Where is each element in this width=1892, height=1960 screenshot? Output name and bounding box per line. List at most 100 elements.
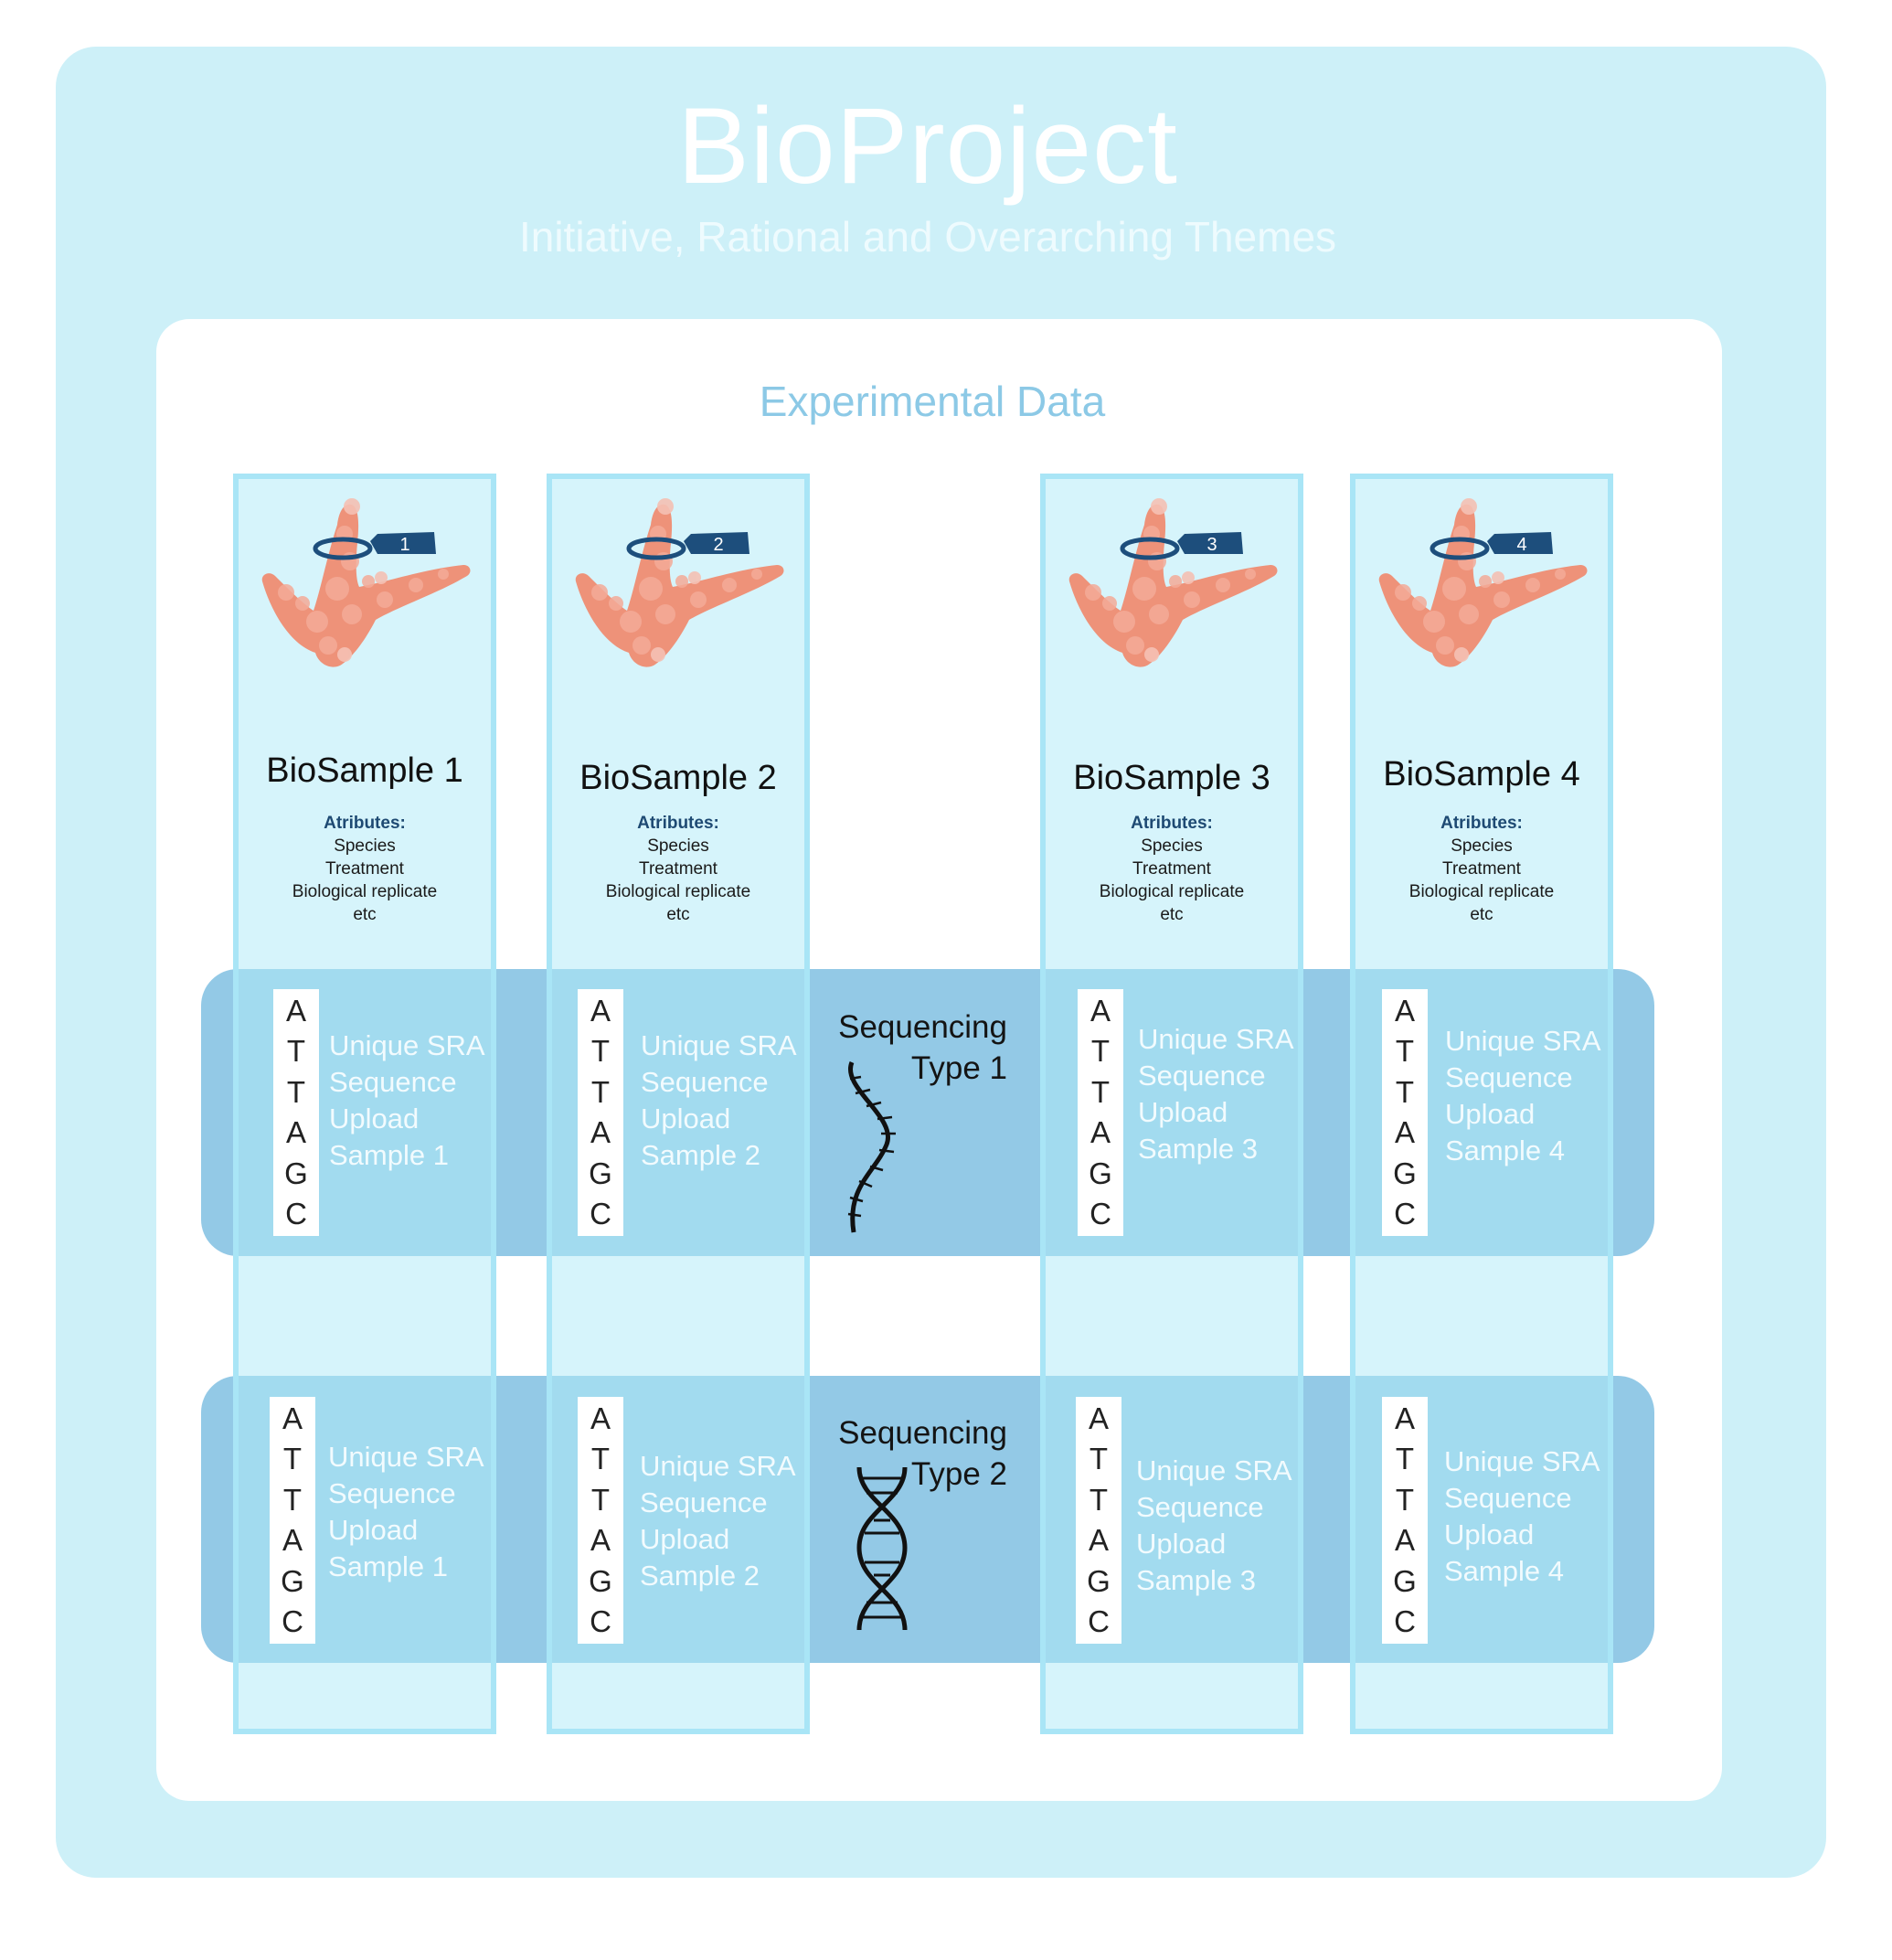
single-helix-icon <box>847 1061 896 1233</box>
nucleotide-letter: A <box>1394 994 1415 1028</box>
nucleotide-letter: G <box>589 1156 612 1190</box>
sra-upload-line: Sequence <box>329 1066 457 1098</box>
attributes-header: Atributes: <box>637 814 719 833</box>
nucleotide-letter: A <box>590 1401 611 1435</box>
nucleotide-letter: G <box>589 1563 612 1598</box>
sra-upload-line: Unique SRA <box>328 1441 484 1473</box>
attribute-item: Treatment <box>639 859 717 879</box>
nucleotide-letter: A <box>1394 1115 1415 1150</box>
nucleotide-letter: C <box>1394 1603 1416 1638</box>
biosample-name: BioSample 3 <box>1073 759 1270 797</box>
nucleotide-letter: T <box>282 1482 303 1517</box>
nucleotide-letter: G <box>1087 1563 1111 1598</box>
attribute-item: Biological replicate <box>292 882 438 901</box>
attribute-item: etc <box>1470 905 1493 924</box>
sequencing-type-2-line1: Sequencing <box>838 1415 1007 1451</box>
sra-upload-label-type-2: Unique SRA Sequence Upload Sample 4 <box>1444 1443 1600 1590</box>
specimen-illustration: 1 <box>260 497 471 689</box>
biosample-column-3: 3 BioSample 3 Atributes: Species Treatmen… <box>1040 474 1303 1734</box>
nucleotide-letter: T <box>590 1482 611 1517</box>
nucleotide-letter: T <box>1089 1482 1109 1517</box>
sra-upload-line: Sequence <box>328 1477 456 1509</box>
biosample-name: BioSample 4 <box>1383 755 1580 794</box>
biosample-name: BioSample 1 <box>266 751 463 790</box>
nucleotide-letter: C <box>285 1196 307 1230</box>
attribute-item: Biological replicate <box>605 882 751 901</box>
sra-upload-line: Sequence <box>1444 1482 1572 1514</box>
sra-upload-line: Upload <box>1138 1096 1228 1128</box>
nucleotide-letter: T <box>1395 1034 1415 1069</box>
sra-upload-line: Unique SRA <box>1444 1445 1600 1477</box>
double-helix-icon <box>856 1466 908 1631</box>
sra-sample-label: Sample 3 <box>1136 1564 1256 1596</box>
nucleotide-letter: G <box>1089 1156 1112 1190</box>
sra-upload-line: Upload <box>328 1514 419 1546</box>
sra-upload-label-type-1: Unique SRA Sequence Upload Sample 2 <box>641 1028 797 1174</box>
nucleotide-letter: T <box>282 1442 303 1476</box>
specimen-illustration: 2 <box>574 497 784 689</box>
sra-upload-line: Upload <box>640 1523 730 1555</box>
attribute-item: Species <box>1451 836 1513 856</box>
nucleotide-letter: C <box>590 1196 611 1230</box>
biosample-attributes: Atributes: Species Treatment Biological re… <box>552 812 804 926</box>
attribute-item: Biological replicate <box>1408 882 1555 901</box>
attribute-item: Species <box>647 836 709 856</box>
sra-sample-label: Sample 1 <box>329 1139 449 1171</box>
nucleotide-letter: C <box>282 1603 303 1638</box>
sra-upload-line: Unique SRA <box>1136 1454 1292 1486</box>
project-title: BioProject <box>677 86 1178 207</box>
specimen-illustration: 4 <box>1377 497 1588 689</box>
nucleotide-letter: A <box>285 1115 306 1150</box>
attribute-item: Species <box>334 836 396 856</box>
nucleotide-letter: G <box>284 1156 308 1190</box>
attribute-item: Species <box>1141 836 1203 856</box>
sequencing-type-1-label: Sequencing Type 1 <box>823 1007 1007 1089</box>
sra-upload-line: Unique SRA <box>329 1029 485 1061</box>
nucleotide-letter: C <box>1088 1603 1110 1638</box>
sra-upload-label-type-2: Unique SRA Sequence Upload Sample 2 <box>640 1448 796 1594</box>
sra-upload-label-type-2: Unique SRA Sequence Upload Sample 1 <box>328 1439 484 1585</box>
attribute-item: Biological replicate <box>1099 882 1245 901</box>
sequencing-type-2-label: Sequencing Type 2 <box>823 1412 1007 1495</box>
specimen-illustration: 3 <box>1068 497 1278 689</box>
nucleotide-letter: T <box>1089 1442 1109 1476</box>
nucleotide-letter: G <box>1393 1563 1417 1598</box>
biosample-attributes: Atributes: Species Treatment Biological re… <box>1046 812 1298 926</box>
attribute-item: etc <box>1160 905 1184 924</box>
nucleotide-letter: A <box>1089 994 1111 1028</box>
biosample-attributes: Atributes: Species Treatment Biological re… <box>239 812 491 926</box>
attribute-item: etc <box>666 905 690 924</box>
nucleotide-letter: T <box>286 1074 306 1109</box>
sra-sample-label: Sample 3 <box>1138 1133 1258 1165</box>
biosample-name: BioSample 2 <box>579 759 777 797</box>
sra-upload-line: Unique SRA <box>1138 1023 1294 1055</box>
sequencing-type-2-line2: Type 2 <box>910 1456 1007 1492</box>
sra-upload-line: Upload <box>329 1102 420 1134</box>
nucleotide-letter: A <box>285 994 306 1028</box>
nucleotide-letter: T <box>590 1442 611 1476</box>
sra-upload-line: Sequence <box>640 1486 768 1518</box>
nucleotide-letter: A <box>590 1523 611 1558</box>
nucleotide-letter: T <box>1395 1442 1415 1476</box>
attributes-header: Atributes: <box>1131 814 1213 833</box>
sample-tag-number: 4 <box>1516 535 1526 555</box>
sample-tag-number: 1 <box>399 535 409 555</box>
nucleotide-letter: A <box>1394 1401 1415 1435</box>
nucleotide-letter: T <box>1090 1034 1111 1069</box>
sra-sample-label: Sample 2 <box>640 1560 760 1592</box>
nucleotide-letter: T <box>590 1074 611 1109</box>
attribute-item: Treatment <box>1442 859 1521 879</box>
sra-upload-line: Sequence <box>1136 1491 1264 1523</box>
nucleotide-letter: C <box>1089 1196 1111 1230</box>
sample-tag-number: 3 <box>1206 535 1217 555</box>
sra-sample-label: Sample 1 <box>328 1550 448 1582</box>
sra-sample-label: Sample 2 <box>641 1139 760 1171</box>
sra-upload-line: Unique SRA <box>641 1029 797 1061</box>
project-subtitle: Initiative, Rational and Overarching The… <box>518 213 1337 261</box>
